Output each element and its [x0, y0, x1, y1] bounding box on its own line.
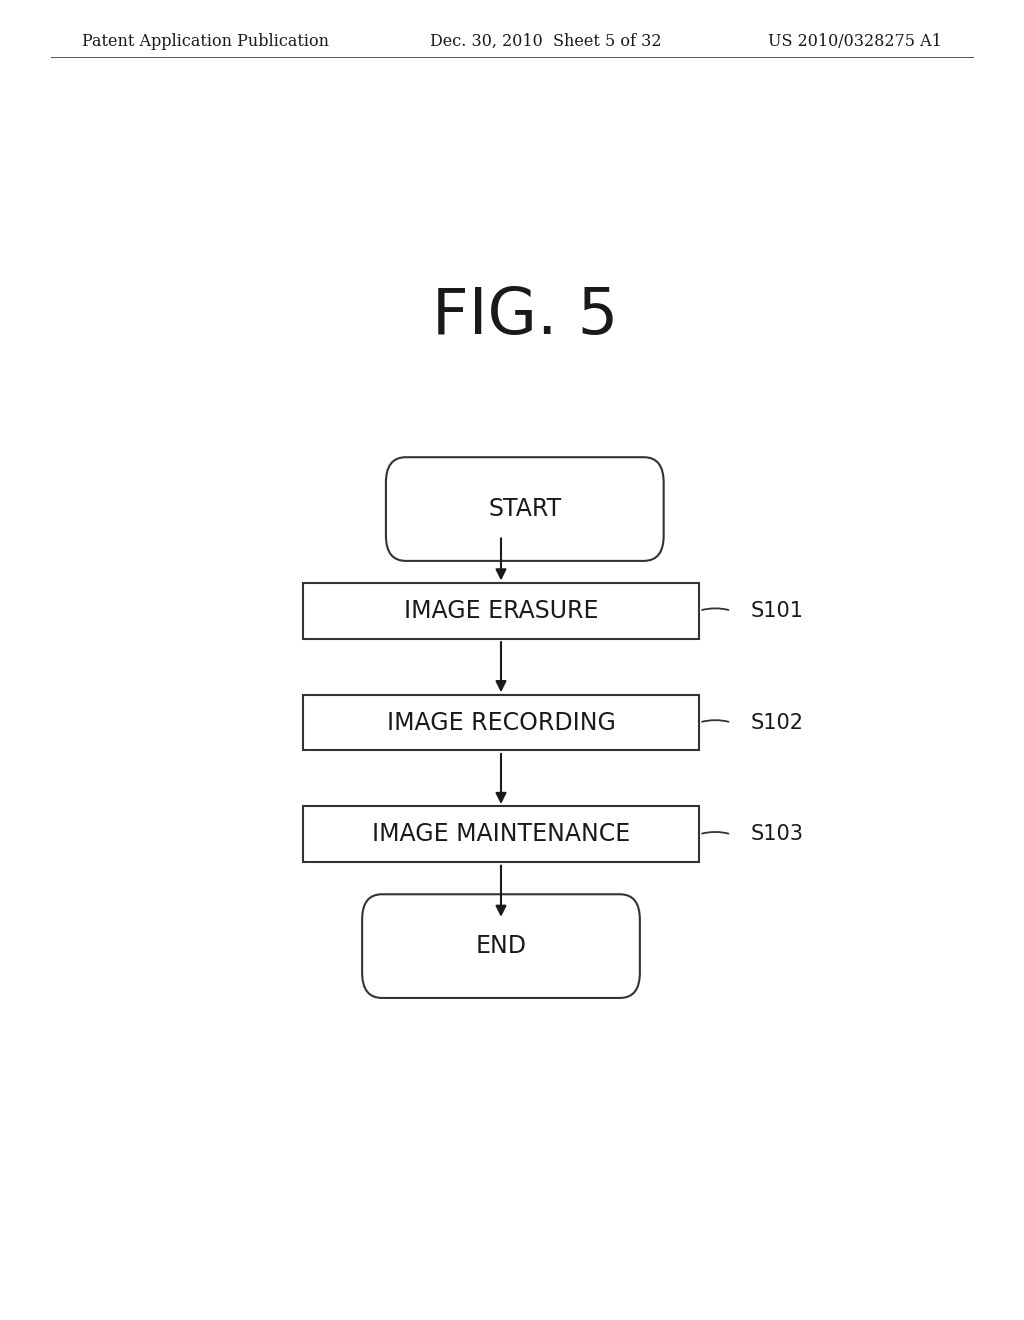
Bar: [303, 582, 699, 639]
Text: S102: S102: [751, 713, 804, 733]
Text: FIG. 5: FIG. 5: [432, 285, 617, 347]
Text: S103: S103: [751, 824, 804, 845]
FancyBboxPatch shape: [362, 894, 640, 998]
Text: S101: S101: [751, 601, 804, 620]
Bar: [303, 694, 699, 751]
Text: Patent Application Publication: Patent Application Publication: [82, 33, 329, 50]
FancyBboxPatch shape: [386, 457, 664, 561]
Text: IMAGE ERASURE: IMAGE ERASURE: [403, 599, 598, 623]
Text: END: END: [475, 935, 526, 958]
Text: START: START: [488, 498, 561, 521]
Bar: [303, 807, 699, 862]
Text: IMAGE MAINTENANCE: IMAGE MAINTENANCE: [372, 822, 630, 846]
Text: Dec. 30, 2010  Sheet 5 of 32: Dec. 30, 2010 Sheet 5 of 32: [430, 33, 662, 50]
Text: US 2010/0328275 A1: US 2010/0328275 A1: [768, 33, 942, 50]
Text: IMAGE RECORDING: IMAGE RECORDING: [386, 710, 615, 734]
